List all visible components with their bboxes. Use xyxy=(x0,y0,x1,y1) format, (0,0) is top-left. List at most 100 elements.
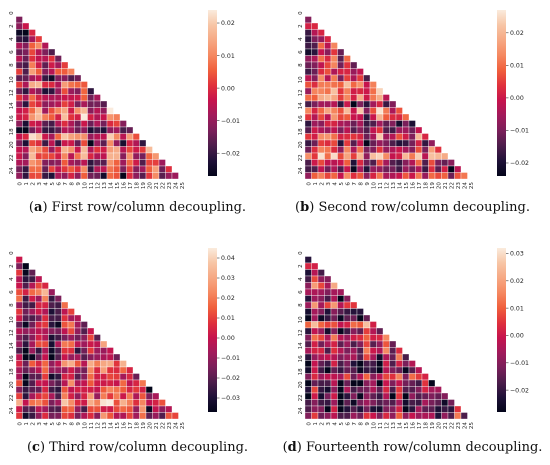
y-tick-label: 6 xyxy=(9,290,15,294)
y-tick-label: 0 xyxy=(9,251,15,255)
heatmap-cell xyxy=(382,366,390,374)
heatmap-cell xyxy=(324,282,332,290)
heatmap-cell xyxy=(145,399,153,407)
heatmap-cell xyxy=(106,152,114,160)
heatmap-cell xyxy=(369,340,377,348)
heatmap-cell xyxy=(441,392,449,400)
heatmap-cell xyxy=(350,81,358,89)
heatmap-cell xyxy=(54,295,62,303)
heatmap-cell xyxy=(311,81,319,89)
heatmap-cell xyxy=(22,262,30,270)
x-tick-label: 23 xyxy=(167,422,173,430)
heatmap-cell xyxy=(119,392,127,400)
heatmap-cell xyxy=(22,48,30,56)
heatmap-cell xyxy=(15,133,23,141)
heatmap-cell xyxy=(80,139,88,147)
heatmap-cell xyxy=(324,314,332,322)
heatmap-cell xyxy=(350,74,358,82)
heatmap-cell xyxy=(330,152,338,160)
y-tick-label: 8 xyxy=(9,63,15,67)
heatmap-cell xyxy=(330,314,338,322)
x-tick-label: 25 xyxy=(469,182,475,190)
heatmap-cell xyxy=(395,353,403,361)
heatmap-cell xyxy=(324,146,332,154)
heatmap-cell xyxy=(22,61,30,69)
heatmap-cell xyxy=(350,94,358,102)
heatmap-cell xyxy=(350,172,358,180)
heatmap-cell xyxy=(54,327,62,335)
x-tick-label: 8 xyxy=(358,182,364,186)
heatmap-cell xyxy=(15,262,23,270)
heatmap-cell xyxy=(28,295,36,303)
heatmap-cell xyxy=(54,152,62,160)
heatmap-cell xyxy=(415,379,423,387)
heatmap-cell xyxy=(317,74,325,82)
heatmap-cell xyxy=(87,100,95,108)
heatmap-cell xyxy=(28,152,36,160)
heatmap-cell xyxy=(304,405,312,413)
y-tick-label: 14 xyxy=(9,102,15,110)
heatmap-cell xyxy=(48,146,56,154)
heatmap-cell xyxy=(317,392,325,400)
heatmap-cell xyxy=(126,405,134,413)
heatmap-cell xyxy=(28,360,36,368)
heatmap-cell xyxy=(54,159,62,167)
heatmap-cell xyxy=(61,87,69,95)
colorbar-tick-label: 0.00 xyxy=(221,335,235,342)
heatmap-cell xyxy=(113,366,121,374)
x-tick-label: 13 xyxy=(102,182,108,190)
heatmap-cell xyxy=(80,412,88,420)
heatmap-cell xyxy=(330,405,338,413)
x-tick-label: 16 xyxy=(121,422,127,430)
heatmap-cell xyxy=(41,107,49,115)
heatmap-cell xyxy=(337,314,345,322)
x-tick-label: 7 xyxy=(352,422,358,426)
heatmap-cell xyxy=(324,100,332,108)
heatmap-cell xyxy=(48,366,56,374)
colorbar-tick-label: 0.01 xyxy=(510,63,524,70)
heatmap-cell xyxy=(67,405,75,413)
heatmap-cell xyxy=(28,353,36,361)
heatmap-cell xyxy=(22,107,30,115)
heatmap-cell xyxy=(317,275,325,283)
x-tick-label: 5 xyxy=(339,422,345,426)
heatmap-cell xyxy=(41,42,49,50)
heatmap-cell xyxy=(415,373,423,381)
colorbar-tick-label: −0.02 xyxy=(221,150,240,157)
heatmap-cell xyxy=(54,87,62,95)
heatmap-cell xyxy=(106,146,114,154)
y-tick-label: 22 xyxy=(298,154,304,161)
heatmap-cell xyxy=(324,386,332,394)
heatmap-cell xyxy=(337,405,345,413)
heatmap-cell xyxy=(22,275,30,283)
heatmap-cell xyxy=(376,113,384,121)
heatmap-cell xyxy=(67,139,75,147)
heatmap-cell xyxy=(119,126,127,134)
heatmap-cell xyxy=(350,412,358,420)
heatmap-cell xyxy=(106,120,114,128)
heatmap-cell xyxy=(356,120,364,128)
heatmap-cell xyxy=(304,48,312,56)
heatmap-cell xyxy=(350,107,358,115)
heatmap-cell xyxy=(93,412,101,420)
heatmap-cell xyxy=(119,379,127,387)
heatmap-cell xyxy=(330,133,338,141)
heatmap-cell xyxy=(119,165,127,173)
heatmap-cell xyxy=(28,340,36,348)
heatmap-cell xyxy=(106,360,114,368)
heatmap-cell xyxy=(304,159,312,167)
heatmap-cell xyxy=(343,133,351,141)
heatmap-cell xyxy=(402,405,410,413)
heatmap-cell xyxy=(304,262,312,270)
heatmap-cell xyxy=(317,87,325,95)
heatmap-cell xyxy=(324,392,332,400)
heatmap-cell xyxy=(35,165,43,173)
heatmap-cell xyxy=(324,399,332,407)
heatmap-cell xyxy=(67,152,75,160)
heatmap-cell xyxy=(41,386,49,394)
heatmap-cell xyxy=(28,334,36,342)
heatmap-cell xyxy=(87,165,95,173)
heatmap-cell xyxy=(54,139,62,147)
heatmap-cell xyxy=(304,379,312,387)
heatmap-cell xyxy=(93,340,101,348)
